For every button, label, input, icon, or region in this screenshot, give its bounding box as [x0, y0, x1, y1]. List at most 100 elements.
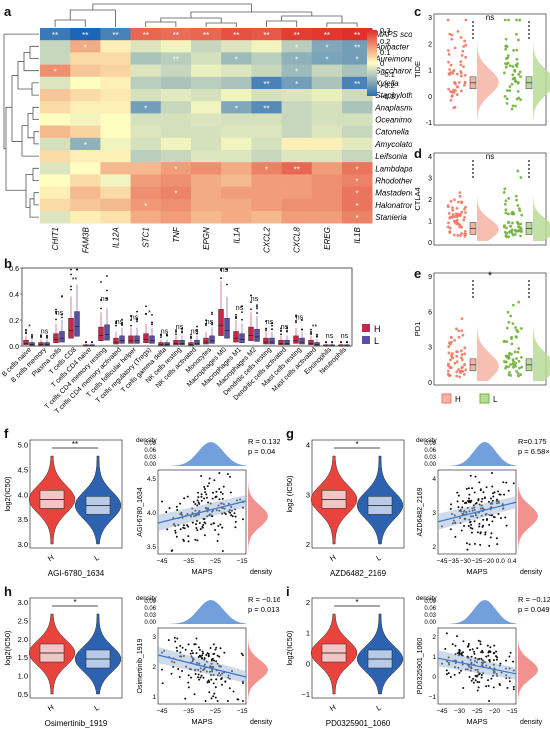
- scatter-point: [489, 536, 492, 539]
- scatter-point: [175, 505, 178, 508]
- x-tick-label: −45: [156, 708, 167, 715]
- heatmap-cell: [251, 28, 282, 41]
- outlier-point: [151, 314, 153, 316]
- data-point: [517, 207, 521, 211]
- scatter-point: [450, 503, 453, 506]
- heatmap-cell: [342, 137, 373, 151]
- outlier-point: [40, 336, 42, 338]
- scatter-point: [473, 650, 476, 653]
- scatter-point: [233, 512, 236, 515]
- scatter-point: [480, 676, 483, 679]
- x-tick-label: −45: [436, 708, 447, 715]
- scatter-point: [181, 670, 184, 673]
- scatter-point: [445, 632, 448, 635]
- dendrogram-branch: [33, 131, 39, 145]
- density-tick: 0.09: [424, 599, 436, 605]
- column-label: IL1A: [232, 227, 241, 243]
- row-label: Staphylothermus: [375, 91, 412, 100]
- half-violin: [477, 163, 499, 241]
- data-point: [459, 70, 463, 73]
- scatter-point: [201, 654, 204, 657]
- scatter-point: [474, 475, 477, 478]
- heatmap-cell: [281, 162, 313, 175]
- data-point: [505, 235, 508, 239]
- scatter-point: [495, 658, 498, 661]
- scatter-point: [219, 491, 222, 494]
- box-body: [209, 335, 215, 344]
- data-point: [463, 207, 466, 211]
- outlier-point: [528, 168, 530, 170]
- dendrogram-branch: [23, 52, 39, 72]
- scatter-point: [490, 677, 493, 680]
- scatter-point: [505, 659, 508, 662]
- heatmap-cell: [160, 64, 192, 78]
- panel-label-d: d: [414, 146, 422, 161]
- scatter-point: [456, 491, 459, 494]
- heatmap-cell: [221, 150, 252, 163]
- heatmap-cell: [342, 40, 373, 53]
- x-axis-label: MAPS: [466, 717, 487, 726]
- heatmap-cell: [100, 137, 131, 151]
- y-axis-label: AGI-6780_1634: [137, 487, 144, 537]
- data-point: [516, 169, 520, 173]
- significance-star: *: [295, 43, 298, 52]
- heatmap-cell: [130, 52, 162, 65]
- outlier-point: [472, 292, 474, 294]
- correlation-r: R = −0.127: [518, 595, 550, 604]
- y-tick-label: 3: [152, 634, 156, 641]
- row-label: Apibacter: [374, 42, 409, 51]
- scatter-point: [490, 532, 493, 535]
- plot-frame: [437, 469, 517, 555]
- data-point: [447, 221, 450, 225]
- scatter-point: [184, 697, 187, 700]
- scatter-point: [210, 659, 213, 662]
- scatter-point: [492, 686, 495, 689]
- data-point: [505, 97, 509, 101]
- regression-line: [437, 501, 517, 523]
- significance-star: *: [235, 104, 238, 113]
- outlier-point: [226, 283, 228, 286]
- heatmap-cell: [100, 52, 131, 65]
- density-label-right: density: [520, 569, 543, 576]
- scatter-point: [210, 523, 213, 526]
- heatmap-cell: [221, 64, 252, 78]
- data-point: [505, 57, 508, 60]
- data-point: [460, 210, 464, 214]
- outlier-point: [211, 323, 213, 326]
- heatmap-cell: [221, 198, 252, 212]
- data-point: [451, 206, 454, 210]
- data-point: [455, 220, 458, 223]
- heatmap-cell: [311, 174, 343, 187]
- data-point: [507, 354, 511, 358]
- significance-star: *: [295, 56, 298, 65]
- scatter-point: [241, 654, 244, 657]
- scatter-point: [474, 679, 477, 682]
- column-label: CXCL2: [263, 227, 272, 253]
- data-point: [460, 358, 464, 362]
- scatter-point: [205, 654, 208, 657]
- panel-label-g: g: [286, 426, 294, 441]
- data-point: [507, 197, 511, 200]
- outlier-point: [181, 327, 183, 330]
- data-point: [502, 191, 506, 194]
- data-point: [462, 372, 466, 376]
- scatter-point: [207, 501, 210, 504]
- plot-frame: [21, 267, 353, 347]
- confidence-band: [158, 647, 246, 683]
- significance-star: **: [263, 31, 269, 40]
- scatter-point: [222, 485, 225, 488]
- box-body: [218, 309, 224, 336]
- data-point: [513, 350, 517, 354]
- data-point: [450, 353, 453, 357]
- scatter-point: [220, 677, 223, 680]
- scatter-point: [492, 652, 495, 655]
- data-point: [517, 300, 521, 304]
- data-point: [518, 209, 522, 213]
- regression-line: [157, 654, 247, 678]
- panel-label-i: i: [286, 584, 290, 599]
- heatmap-cell: [251, 162, 282, 175]
- dendrogram-branch: [33, 192, 39, 206]
- scatter-point: [200, 499, 203, 502]
- heatmap-cell: [70, 40, 101, 53]
- scatter-point: [179, 528, 182, 531]
